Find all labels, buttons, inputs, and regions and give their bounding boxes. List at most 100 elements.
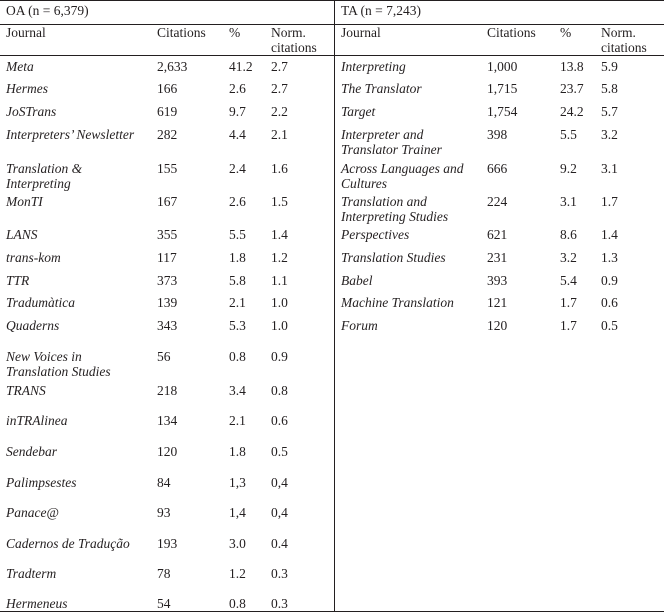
percent-value: 5.3 xyxy=(229,318,246,333)
oa-header-norm: Norm. citations xyxy=(271,25,317,55)
citations-value: 93 xyxy=(157,505,171,520)
norm-citations-value: 1.6 xyxy=(271,161,288,176)
ta-panel: TA (n = 7,243) Journal Citations % Norm.… xyxy=(334,0,664,612)
percent-value: 3.4 xyxy=(229,383,246,398)
journal-name: TTR xyxy=(6,273,29,288)
citations-value: 373 xyxy=(157,273,178,288)
journal-name: Interpreters’ Newsletter xyxy=(6,127,134,142)
journal-name-line: Palimpsestes xyxy=(6,475,77,490)
citations-value: 1,715 xyxy=(487,81,518,96)
journal-name: Sendebar xyxy=(6,444,57,459)
norm-citations-value: 0,4 xyxy=(271,475,288,490)
journal-name-line: Interpreting xyxy=(341,59,406,74)
oa-header-journal: Journal xyxy=(6,25,46,40)
citations-value: 282 xyxy=(157,127,178,142)
top-rule xyxy=(0,0,334,1)
journal-name: Perspectives xyxy=(341,227,409,242)
ta-header-norm: Norm. citations xyxy=(601,25,647,55)
norm-citations-value: 0.8 xyxy=(271,383,288,398)
journal-name-line: Perspectives xyxy=(341,227,410,242)
bottom-rule xyxy=(0,611,334,612)
ta-header-percent: % xyxy=(560,25,572,40)
journal-name-line: Interpreter and xyxy=(341,127,424,142)
percent-value: 3.1 xyxy=(560,194,577,209)
oa-header-norm-line2: citations xyxy=(271,40,317,55)
journal-name: trans-kom xyxy=(6,250,61,265)
oa-header-percent: % xyxy=(229,25,241,40)
citations-value: 54 xyxy=(157,596,171,611)
journal-name: JoSTrans xyxy=(6,104,56,119)
norm-citations-value: 2.7 xyxy=(271,59,288,74)
norm-citations-value: 1.3 xyxy=(601,250,618,265)
journal-name-line: MonTI xyxy=(6,194,43,209)
journal-name: Across Languages and Cultures xyxy=(341,161,464,191)
percent-value: 1.7 xyxy=(560,295,577,310)
citations-value: 621 xyxy=(487,227,508,242)
percent-value: 3.2 xyxy=(560,250,577,265)
citations-value: 120 xyxy=(487,318,508,333)
journal-name: Interpreting xyxy=(341,59,406,74)
ta-header-citations: Citations xyxy=(487,25,536,40)
column-header-rule xyxy=(335,55,664,56)
journal-name: LANS xyxy=(6,227,38,242)
norm-citations-value: 1.0 xyxy=(271,295,288,310)
norm-citations-value: 1.7 xyxy=(601,194,618,209)
header-rule xyxy=(0,24,334,25)
norm-citations-value: 0.5 xyxy=(601,318,618,333)
journal-name-line: Machine Translation xyxy=(341,295,454,310)
citations-value: 155 xyxy=(157,161,178,176)
norm-citations-value: 0.9 xyxy=(271,349,288,364)
journal-name-line: Translator Trainer xyxy=(341,142,442,157)
percent-value: 41.2 xyxy=(229,59,253,74)
journal-name: MonTI xyxy=(6,194,43,209)
citations-value: 218 xyxy=(157,383,178,398)
journal-name-line: Target xyxy=(341,104,376,119)
norm-citations-value: 1.2 xyxy=(271,250,288,265)
journal-name-line: Meta xyxy=(6,59,34,74)
header-rule xyxy=(335,24,664,25)
citations-value: 224 xyxy=(487,194,508,209)
norm-citations-value: 0.4 xyxy=(271,536,288,551)
norm-citations-value: 0,4 xyxy=(271,505,288,520)
percent-value: 1,4 xyxy=(229,505,246,520)
journal-name: Meta xyxy=(6,59,34,74)
norm-citations-value: 3.2 xyxy=(601,127,618,142)
norm-citations-value: 1.0 xyxy=(271,318,288,333)
journal-name-line: trans-kom xyxy=(6,250,61,265)
citations-value: 343 xyxy=(157,318,178,333)
citations-value: 120 xyxy=(157,444,178,459)
bottom-rule xyxy=(335,611,664,612)
journal-name: Interpreter and Translator Trainer xyxy=(341,127,442,157)
journal-name: Hermes xyxy=(6,81,48,96)
journal-name: New Voices in Translation Studies xyxy=(6,349,111,379)
journal-name-line: Tradumàtica xyxy=(6,295,76,310)
journal-name: Tradterm xyxy=(6,566,56,581)
journal-name: Babel xyxy=(341,273,373,288)
journal-name: Tradumàtica xyxy=(6,295,75,310)
percent-value: 1,3 xyxy=(229,475,246,490)
journal-name-line: Hermes xyxy=(6,81,48,96)
journal-name-line: JoSTrans xyxy=(6,104,57,119)
norm-citations-value: 5.9 xyxy=(601,59,618,74)
journal-name-line: TTR xyxy=(6,273,30,288)
citations-value: 355 xyxy=(157,227,178,242)
journal-name-line: Forum xyxy=(341,318,378,333)
citations-value: 167 xyxy=(157,194,178,209)
top-rule xyxy=(335,0,664,1)
journal-name: TRANS xyxy=(6,383,46,398)
citations-value: 78 xyxy=(157,566,171,581)
journal-name-line: LANS xyxy=(6,227,38,242)
journal-name-line: Interpreting xyxy=(6,176,71,191)
journal-name-line: New Voices in xyxy=(6,349,82,364)
citations-value: 117 xyxy=(157,250,177,265)
norm-citations-value: 0.6 xyxy=(601,295,618,310)
percent-value: 23.7 xyxy=(560,81,584,96)
citations-value: 193 xyxy=(157,536,178,551)
percent-value: 5.8 xyxy=(229,273,246,288)
oa-header-norm-line1: Norm. xyxy=(271,25,306,40)
journal-name-line: Sendebar xyxy=(6,444,57,459)
percent-value: 1.8 xyxy=(229,250,246,265)
percent-value: 2.6 xyxy=(229,194,246,209)
norm-citations-value: 0.3 xyxy=(271,566,288,581)
